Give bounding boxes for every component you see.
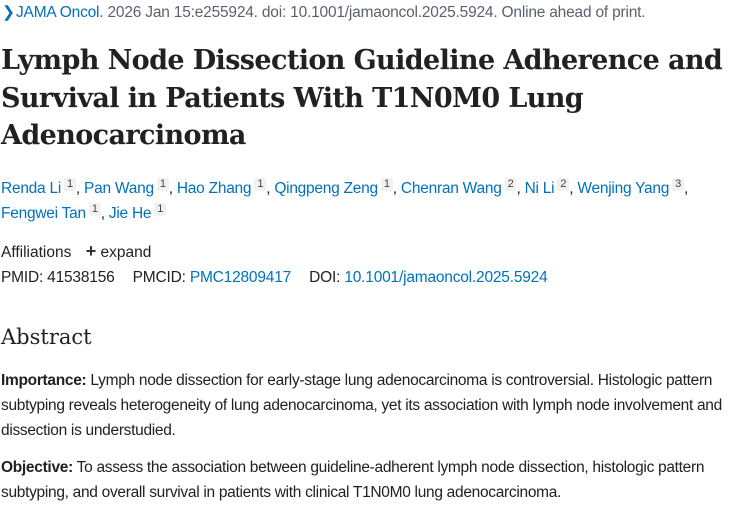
author-link[interactable]: Pan Wang xyxy=(84,180,154,197)
author-link[interactable]: Chenran Wang xyxy=(400,180,502,197)
section-text: Lymph node dissection for early-stage lu… xyxy=(1,372,722,439)
affiliation-ref[interactable]: 1 xyxy=(88,203,101,216)
author-link[interactable]: Fengwei Tan xyxy=(1,205,86,222)
author-link[interactable]: Hao Zhang xyxy=(176,180,252,197)
article-title: Lymph Node Dissection Guideline Adherenc… xyxy=(1,45,723,151)
section-label: Importance: xyxy=(1,372,87,389)
affiliation-ref[interactable]: 3 xyxy=(672,178,685,191)
chevron-right-icon[interactable]: ❯ xyxy=(2,4,15,21)
section-text: To assess the association between guidel… xyxy=(1,459,705,501)
author-link[interactable]: Qingpeng Zeng xyxy=(274,180,378,197)
abstract-importance: Importance: Lymph node dissection for ea… xyxy=(1,368,750,443)
doi-label: DOI: xyxy=(309,269,341,286)
pmcid-link[interactable]: PMC12809417 xyxy=(189,269,292,286)
author-item: Hao Zhang 1, xyxy=(176,178,275,197)
citation-details: 2026 Jan 15:e255924. doi: 10.1001/jamaon… xyxy=(103,4,646,21)
author-link[interactable]: Ni Li xyxy=(524,180,555,197)
affiliation-ref[interactable]: 1 xyxy=(64,178,76,191)
author-item: Renda Li 1, xyxy=(1,178,85,197)
affiliation-ref[interactable]: 2 xyxy=(504,178,517,191)
pmid-label: PMID: xyxy=(1,269,44,286)
author-item: Jie He 1 xyxy=(108,203,167,222)
affiliation-ref[interactable]: 1 xyxy=(380,178,393,191)
abstract-heading: Abstract xyxy=(1,325,92,349)
affiliation-ref[interactable]: 1 xyxy=(154,203,167,216)
journal-link[interactable]: JAMA Oncol. xyxy=(16,4,104,21)
affiliation-ref[interactable]: 1 xyxy=(254,178,267,191)
affiliations-label: Affiliations xyxy=(1,244,72,261)
pmcid-label: PMCID: xyxy=(132,269,186,286)
expand-label[interactable]: expand xyxy=(100,244,152,261)
author-item: Wenjing Yang 3, xyxy=(577,178,689,197)
author-item: Fengwei Tan 1, xyxy=(1,203,109,222)
abstract-objective: Objective: To assess the association bet… xyxy=(1,455,750,505)
pmid-value: 41538156 xyxy=(47,269,115,286)
section-label: Objective: xyxy=(1,459,73,476)
plus-icon: + xyxy=(85,241,97,261)
author-link[interactable]: Renda Li xyxy=(1,180,62,197)
doi-link[interactable]: 10.1001/jamaoncol.2025.5924 xyxy=(344,269,548,286)
author-link[interactable]: Jie He xyxy=(108,205,152,222)
affiliation-ref[interactable]: 1 xyxy=(156,178,169,191)
author-item: Pan Wang 1, xyxy=(84,178,177,197)
author-item: Chenran Wang 2, xyxy=(400,178,525,197)
author-item: Qingpeng Zeng 1, xyxy=(274,178,401,197)
affiliation-ref[interactable]: 2 xyxy=(557,178,570,191)
author-list: Renda Li 1, Pan Wang 1, Hao Zhang 1, Qingpe… xyxy=(1,176,750,226)
citation-line: ❯JAMA Oncol. 2026 Jan 15:e255924. doi: 1… xyxy=(2,3,646,22)
affiliations-toggle[interactable]: Affiliations + expand xyxy=(1,241,151,262)
author-link[interactable]: Wenjing Yang xyxy=(577,180,670,197)
identifiers: PMID: 41538156 PMCID: PMC12809417 DOI: 1… xyxy=(1,269,548,287)
author-item: Ni Li 2, xyxy=(524,178,578,197)
